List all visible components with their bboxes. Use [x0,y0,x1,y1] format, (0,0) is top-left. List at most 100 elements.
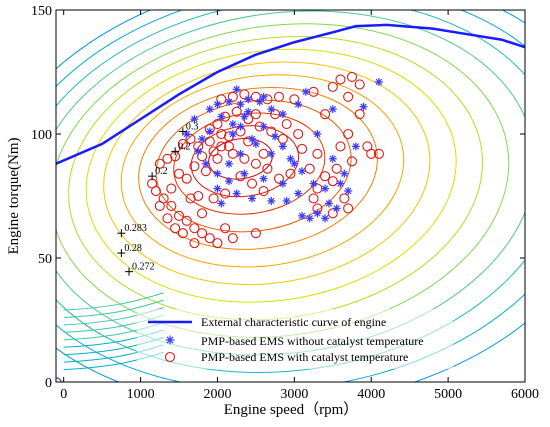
circle-point [197,208,208,219]
circle-point [220,188,231,199]
asterisk-point [290,159,299,168]
circle-point [277,133,288,145]
asterisk-point [336,179,345,188]
legend-item-without-catalyst: PMP-based EMS without catalyst temperatu… [201,334,424,348]
circle-point [173,210,185,221]
circle-point [227,233,238,244]
y-tick: 50 [38,252,525,267]
circle-point [212,238,223,249]
circle-point [262,163,273,174]
asterisk-point [236,149,245,158]
circle-point [343,91,354,102]
circle-point [197,151,208,162]
circle-point [250,158,261,169]
x-tick: 4000 [357,10,385,402]
x-tick: 6000 [511,10,539,402]
circle-point [166,200,177,211]
circle-point [212,119,223,130]
circle-point [173,168,185,179]
contour-line [155,99,352,233]
circle-point [258,148,269,159]
asterisk-point [286,154,295,163]
asterisk-point [332,204,341,213]
circle-point [193,190,204,202]
svg-text:0.3: 0.3 [186,122,199,133]
x-tick: 2000 [203,10,231,402]
contour-label: 0.283 [117,223,147,238]
asterisk-point [240,169,249,178]
asterisk-point [278,142,287,151]
circle-point [216,128,227,140]
circle-point [166,183,177,194]
circle-point [354,79,365,90]
asterisk-point [374,77,383,86]
asterisk-point [217,112,226,121]
circle-point [335,141,346,152]
circle-point [162,153,173,164]
circle-point [189,223,200,234]
envelope-curve-line [56,23,525,165]
asterisk-point [313,209,322,218]
circle-point [197,228,208,239]
contour-label: 0.2 [148,166,168,181]
asterisk-point [309,179,318,188]
asterisk-point [213,184,222,193]
circle-point [231,106,242,117]
circle-point [150,185,162,197]
circle-point [327,81,338,92]
svg-text:0.2: 0.2 [178,141,191,152]
circle-point [273,91,285,102]
circle-point [346,156,358,167]
contour-labels: 0.283 0.28 0.272 0.2 0.2 0.3 [117,122,198,276]
svg-text:0: 0 [60,387,67,402]
contour-line [103,61,431,286]
y-tick: 100 [31,128,525,143]
asterisk-point [340,169,349,178]
asterisk-point [324,199,333,208]
circle-point [208,193,219,204]
asterisk-point [224,177,233,186]
circle-point [223,141,235,152]
contour-line [138,86,378,250]
asterisk-point [344,187,353,196]
circle-point [223,131,235,142]
circle-point [250,91,261,102]
contour-label: 0.2 [171,141,191,156]
legend-asterisk-marker [165,335,175,345]
x-axis-label: Engine speed（rpm） [224,401,359,418]
circle-point [181,215,192,226]
asterisk-point [228,130,237,138]
asterisk-point [359,102,368,111]
circle-point [235,171,246,182]
svg-text:6000: 6000 [511,387,539,402]
plot-frame [55,9,526,383]
asterisk-point [205,105,214,114]
x-tick: 0 [60,10,67,402]
asterisk-point [298,167,307,176]
asterisk-point [224,159,233,168]
circle-point [339,193,350,204]
origin-marker [56,377,62,382]
circle-point [293,128,304,140]
external-characteristic-curve [56,23,525,165]
circle-point [296,143,308,154]
asterisk-point [190,115,199,124]
contour-label: 0.28 [117,243,142,258]
asterisk-point [205,127,214,136]
asterisk-point [298,211,307,220]
legend: External characteristic curve of engine … [137,309,453,369]
circle-point [354,109,365,120]
asterisk-point [232,189,241,198]
asterisk-point [267,149,276,158]
contour-line [68,35,483,321]
circle-point [250,228,261,239]
asterisk-point [240,112,249,121]
circle-point [239,89,250,100]
circle-point [308,193,319,204]
legend-item-with-catalyst: PMP-based EMS with catalyst temperature [201,350,408,364]
asterisk-point [271,132,280,141]
legend-box [137,309,453,369]
circle-point [170,223,181,234]
circle-point [227,91,238,102]
